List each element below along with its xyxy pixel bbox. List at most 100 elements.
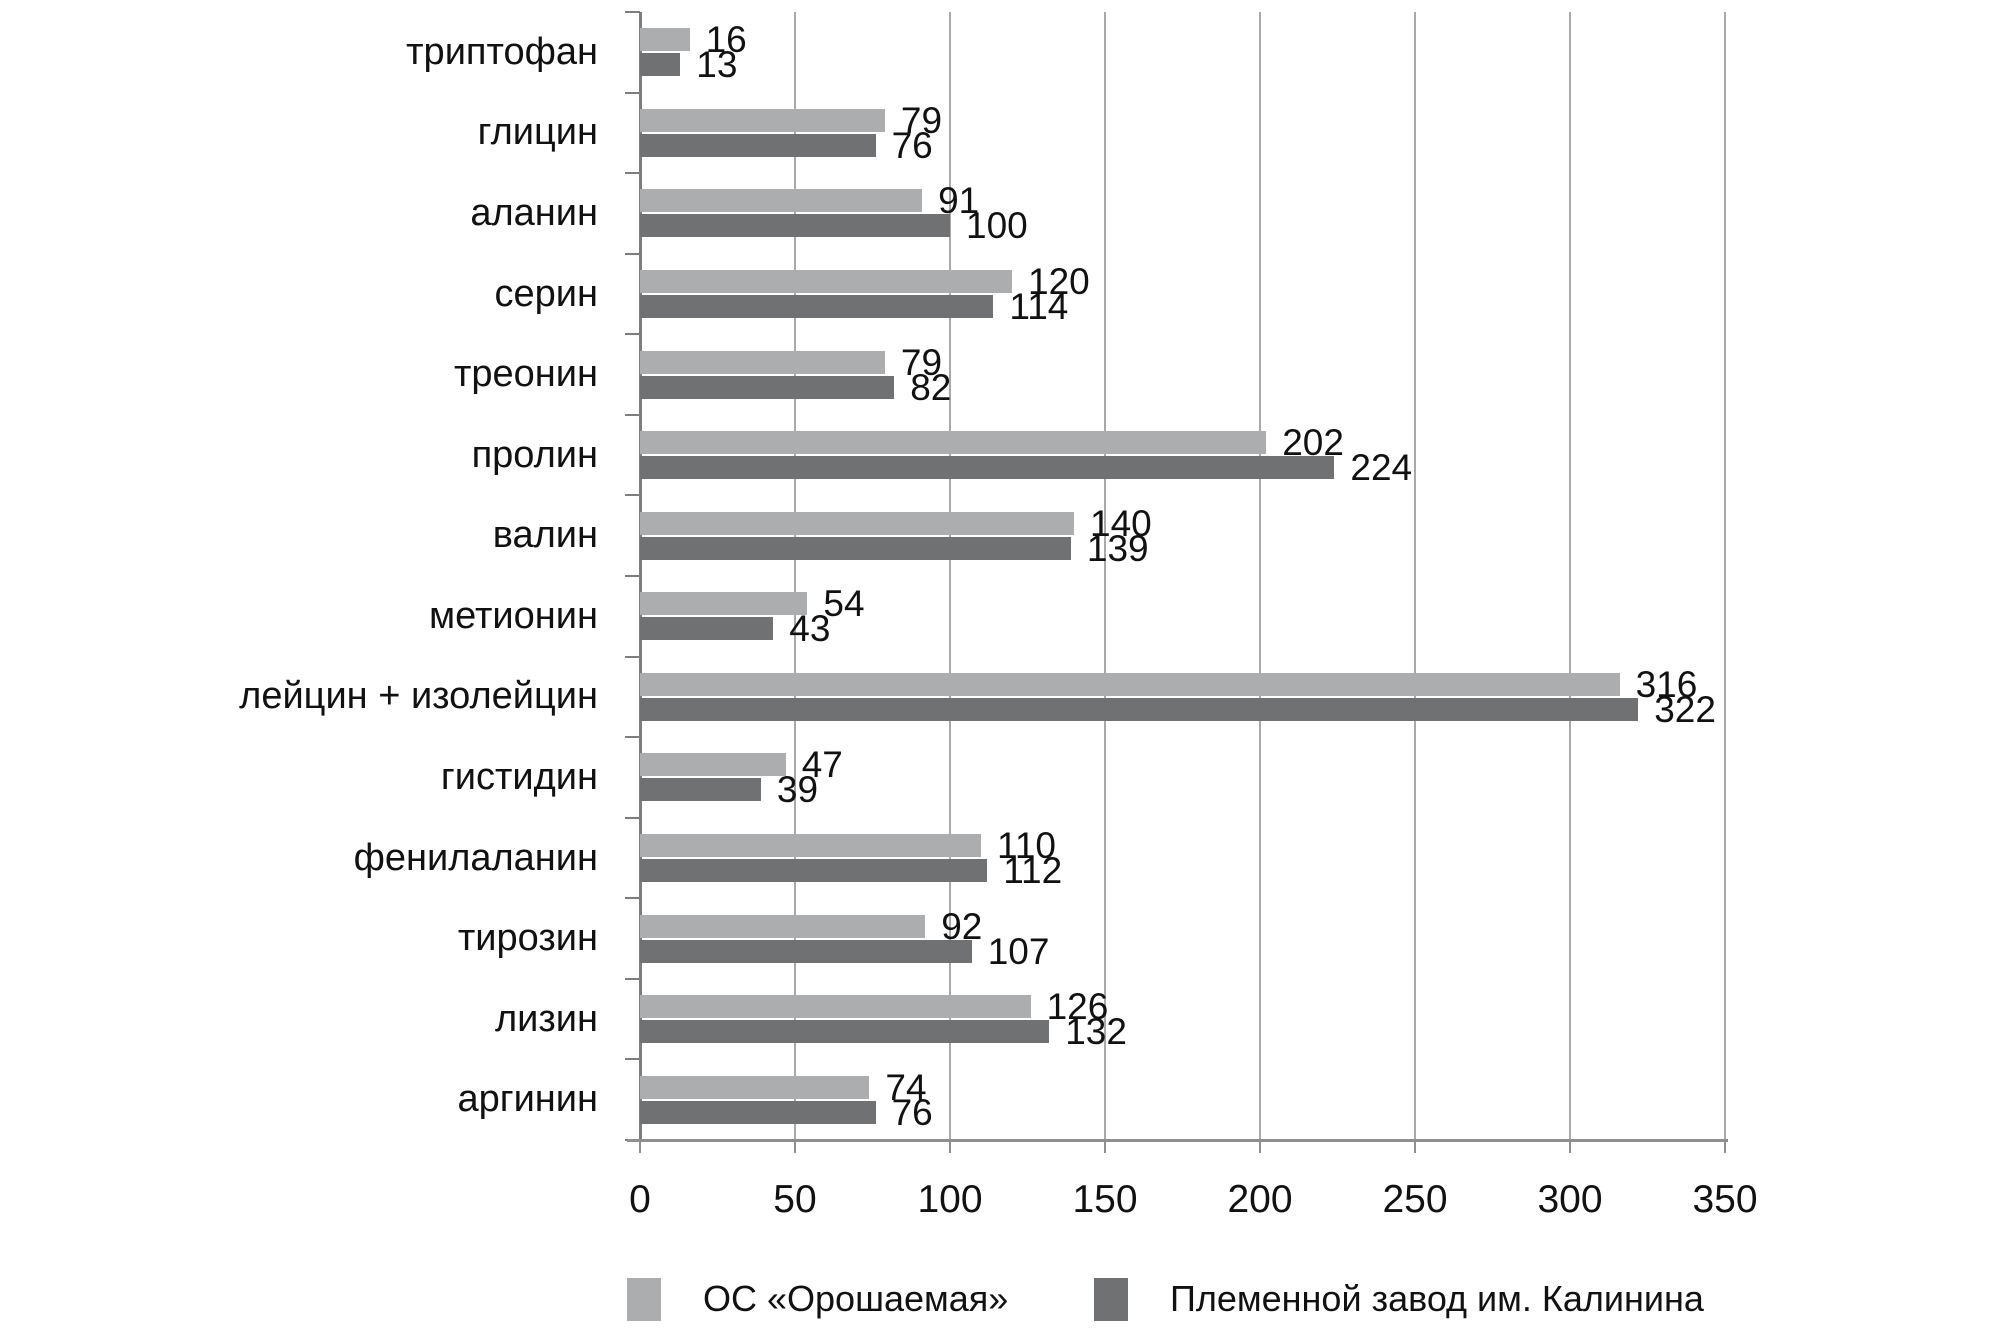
value-label: 202 [1282, 422, 1344, 464]
bar-dark [640, 456, 1335, 480]
bar-row: 43 [640, 610, 1725, 647]
bar-group: 91 100 [640, 173, 1725, 254]
bar-row: 112 [640, 852, 1725, 889]
bar-light [640, 995, 1031, 1019]
bar-row: 322 [640, 691, 1725, 728]
bar-group: 202 224 [640, 415, 1725, 496]
x-tick-label: 50 [773, 1178, 817, 1221]
bar-light [640, 350, 885, 374]
bar-light [640, 108, 885, 132]
gridline [794, 12, 796, 1140]
bar-group: 16 13 [640, 12, 1725, 93]
gridline [1724, 12, 1726, 1140]
y-axis-tick [625, 91, 640, 94]
x-tick [1569, 1140, 1571, 1153]
gridline [1104, 12, 1106, 1140]
bar-row: 126 [640, 988, 1725, 1025]
value-label: 107 [987, 930, 1050, 972]
y-axis-tick [625, 736, 640, 739]
value-label: 114 [1009, 286, 1069, 328]
bar-row: 114 [640, 288, 1725, 325]
value-label: 79 [900, 341, 943, 383]
value-label: 110 [997, 825, 1056, 867]
bar-group: 316 322 [640, 657, 1725, 738]
bar-light [640, 1075, 870, 1099]
gridlines-layer [639, 12, 1726, 1140]
value-label: 100 [966, 205, 1028, 247]
bar-dark [640, 214, 950, 238]
x-axis-line [627, 1139, 1728, 1142]
category-label: валин [492, 514, 598, 557]
legend-item-oroshaemaya: ОС «Орошаемая» [627, 1276, 1008, 1322]
x-tick [1724, 1140, 1726, 1153]
bar-row: 140 [640, 505, 1725, 542]
value-label: 76 [891, 124, 933, 166]
y-axis-tick [625, 11, 640, 13]
bar-light [640, 189, 923, 213]
y-axis-tick [625, 494, 640, 497]
bar-row: 76 [640, 127, 1725, 164]
y-axis-tick [625, 252, 640, 255]
bar-row: 76 [640, 1094, 1725, 1131]
bar-row: 79 [640, 344, 1725, 381]
x-tick [639, 1140, 641, 1153]
bar-row: 79 [640, 102, 1725, 139]
bar-row: 47 [640, 746, 1725, 783]
x-axis-ticks-layer: 0 50 100 150 200 250 300 350 [629, 12, 1758, 1219]
category-label: треонин [453, 353, 598, 396]
value-label: 322 [1654, 688, 1716, 730]
value-label: 132 [1065, 1011, 1127, 1053]
legend-label: Племенной завод им. Калинина [1170, 1278, 1704, 1319]
bars-layer: 16 13 79 76 91 100 120 114 79 82 202 224 140 139 54 43 3… [640, 12, 1725, 1140]
value-label: 82 [910, 366, 952, 408]
bar-row: 74 [640, 1069, 1725, 1106]
bar-group: 79 82 [640, 334, 1725, 415]
value-label: 91 [938, 180, 980, 222]
y-axis-tick [625, 575, 640, 577]
value-label: 112 [1003, 850, 1063, 892]
bar-dark [640, 295, 994, 319]
x-tick [1259, 1140, 1261, 1153]
bar-dark [640, 697, 1639, 721]
bar-dark [640, 1020, 1050, 1044]
value-label: 140 [1090, 502, 1152, 544]
bar-group: 110 112 [640, 818, 1725, 899]
bar-light [640, 592, 808, 616]
x-tick [1414, 1140, 1416, 1153]
x-tick [949, 1140, 951, 1153]
bar-dark [640, 375, 895, 399]
y-axis-ticks-layer [625, 11, 1725, 1141]
y-axis-tick [625, 977, 640, 980]
bar-row: 316 [640, 666, 1725, 703]
value-label: 16 [705, 19, 747, 61]
bar-dark [640, 617, 774, 641]
x-tick-label: 250 [1382, 1178, 1448, 1221]
bar-light [640, 914, 926, 938]
bar-row: 92 [640, 908, 1725, 945]
legend-swatch-light [627, 1277, 661, 1321]
bar-dark [640, 859, 988, 883]
gridline [949, 12, 951, 1140]
x-tick-label: 150 [1072, 1178, 1138, 1221]
value-label: 76 [891, 1091, 933, 1133]
bar-row: 39 [640, 771, 1725, 808]
bar-group: 54 43 [640, 576, 1725, 657]
bar-row: 16 [640, 21, 1725, 58]
bar-group: 126 132 [640, 979, 1725, 1060]
bar-dark [640, 53, 681, 77]
value-label: 43 [789, 608, 831, 650]
category-label: аланин [470, 191, 598, 234]
bar-group: 140 139 [640, 495, 1725, 576]
x-tick-label: 0 [629, 1178, 651, 1221]
value-label: 47 [801, 744, 843, 786]
bar-row: 107 [640, 933, 1725, 970]
bar-row: 82 [640, 369, 1725, 406]
bar-light [640, 834, 981, 858]
value-label: 120 [1028, 261, 1090, 303]
gridline [1259, 12, 1261, 1140]
bar-dark [640, 536, 1071, 560]
bar-group: 47 39 [640, 737, 1725, 818]
category-label: серин [494, 272, 598, 315]
x-tick-label: 350 [1692, 1178, 1758, 1221]
bar-row: 100 [640, 207, 1725, 244]
